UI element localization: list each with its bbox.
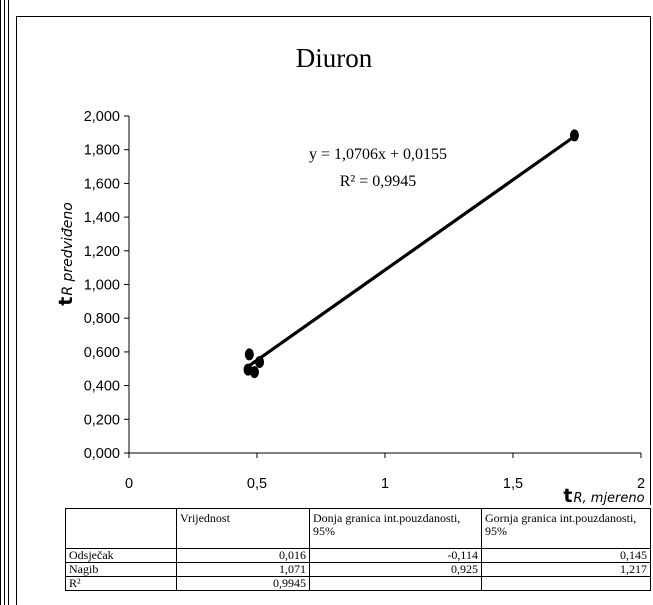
y-tick-label: 1,600: [84, 176, 120, 192]
frame-left-inner2: [8, 0, 9, 605]
row-label: R²: [65, 576, 177, 591]
table-header-cell: Donja granica int.pouzdanosti, 95%: [309, 508, 482, 549]
y-axis-label-main: t: [55, 297, 77, 306]
table-cell: [481, 576, 651, 591]
table-cell: 0,016: [176, 548, 310, 563]
x-tick-label: 1: [381, 476, 389, 492]
table-header-cell: [65, 508, 177, 549]
table-cell: 0,925: [309, 562, 482, 577]
x-tick-label: 1,5: [503, 476, 523, 492]
table-row: Nagib 1,071 0,925 1,217: [65, 562, 651, 577]
x-tick-label: 0,5: [247, 476, 267, 492]
y-tick-label: 1,400: [84, 210, 120, 226]
y-tick-label: 1,000: [84, 278, 120, 294]
data-point: [244, 348, 254, 361]
row-label: Odsječak: [65, 548, 177, 563]
chart-title: Diuron: [296, 43, 373, 73]
svg-text:tR, mjereno: tR, mjereno: [563, 485, 644, 505]
y-tick-label: 0,200: [84, 412, 120, 428]
frame-inner-right: [650, 16, 651, 505]
table-cell: -0,114: [309, 548, 482, 563]
table-row: R² 0,9945: [65, 576, 651, 591]
x-axis-label: tR, mjereno: [563, 485, 644, 505]
table-cell: 0,9945: [176, 576, 310, 591]
scatter-chart: Diuron tR predviđeno tR, mjereno 0,0000,…: [55, 43, 645, 505]
x-axis-label-main: t: [563, 485, 572, 505]
y-tick-label: 2,000: [84, 109, 120, 125]
data-point: [569, 129, 579, 142]
table-cell: 1,071: [176, 562, 310, 577]
table-cell: 0,145: [481, 548, 651, 563]
table-cell: 1,217: [481, 562, 651, 577]
table-header-cell: Gornja granica int.pouzdanosti, 95%: [481, 508, 651, 549]
frame-inner-left: [16, 16, 17, 605]
svg-text:tR predviđeno: t R predviđeno: [55, 202, 77, 306]
tick-marks: 0,000 0,200 0,400 0,600 0,800 1,000 1,200 1,400…: [84, 109, 645, 492]
regression-stats-table: Vrijednost Donja granica int.pouzdanosti…: [65, 508, 651, 591]
frame-left-inner: [4, 0, 5, 605]
x-axis-label-sub: R, mjereno: [573, 491, 644, 505]
table-row: Odsječak 0,016 -0,114 0,145: [65, 548, 651, 563]
data-points: [243, 129, 579, 379]
y-tick-label: 0,400: [84, 379, 120, 395]
table-header-cell: Vrijednost: [176, 508, 310, 549]
row-label: Nagib: [65, 562, 177, 577]
trend-equation: y = 1,0706x + 0,0155: [309, 146, 447, 163]
y-tick-label: 0,800: [84, 311, 120, 327]
x-tick-label: 0: [125, 476, 133, 492]
y-tick-label: 0,600: [84, 345, 120, 361]
frame-left-outer: [0, 0, 1, 605]
y-axis-label-sub: R predviđeno: [60, 202, 76, 295]
y-tick-label: 1,200: [84, 244, 120, 260]
r-squared-label: R² = 0,9945: [340, 173, 417, 190]
axes: [128, 116, 641, 454]
y-axis-label: t R predviđeno: [55, 202, 77, 306]
trendline-group: [247, 135, 576, 368]
trendline: [247, 135, 576, 368]
y-tick-label: 0,000: [84, 446, 120, 462]
data-point: [255, 356, 265, 369]
frame-inner-top: [16, 16, 650, 17]
x-tick-label: 2: [637, 476, 645, 492]
table-header-row: Vrijednost Donja granica int.pouzdanosti…: [65, 508, 651, 549]
table-cell: [309, 576, 482, 591]
y-tick-label: 1,800: [84, 143, 120, 159]
data-point: [249, 366, 259, 379]
